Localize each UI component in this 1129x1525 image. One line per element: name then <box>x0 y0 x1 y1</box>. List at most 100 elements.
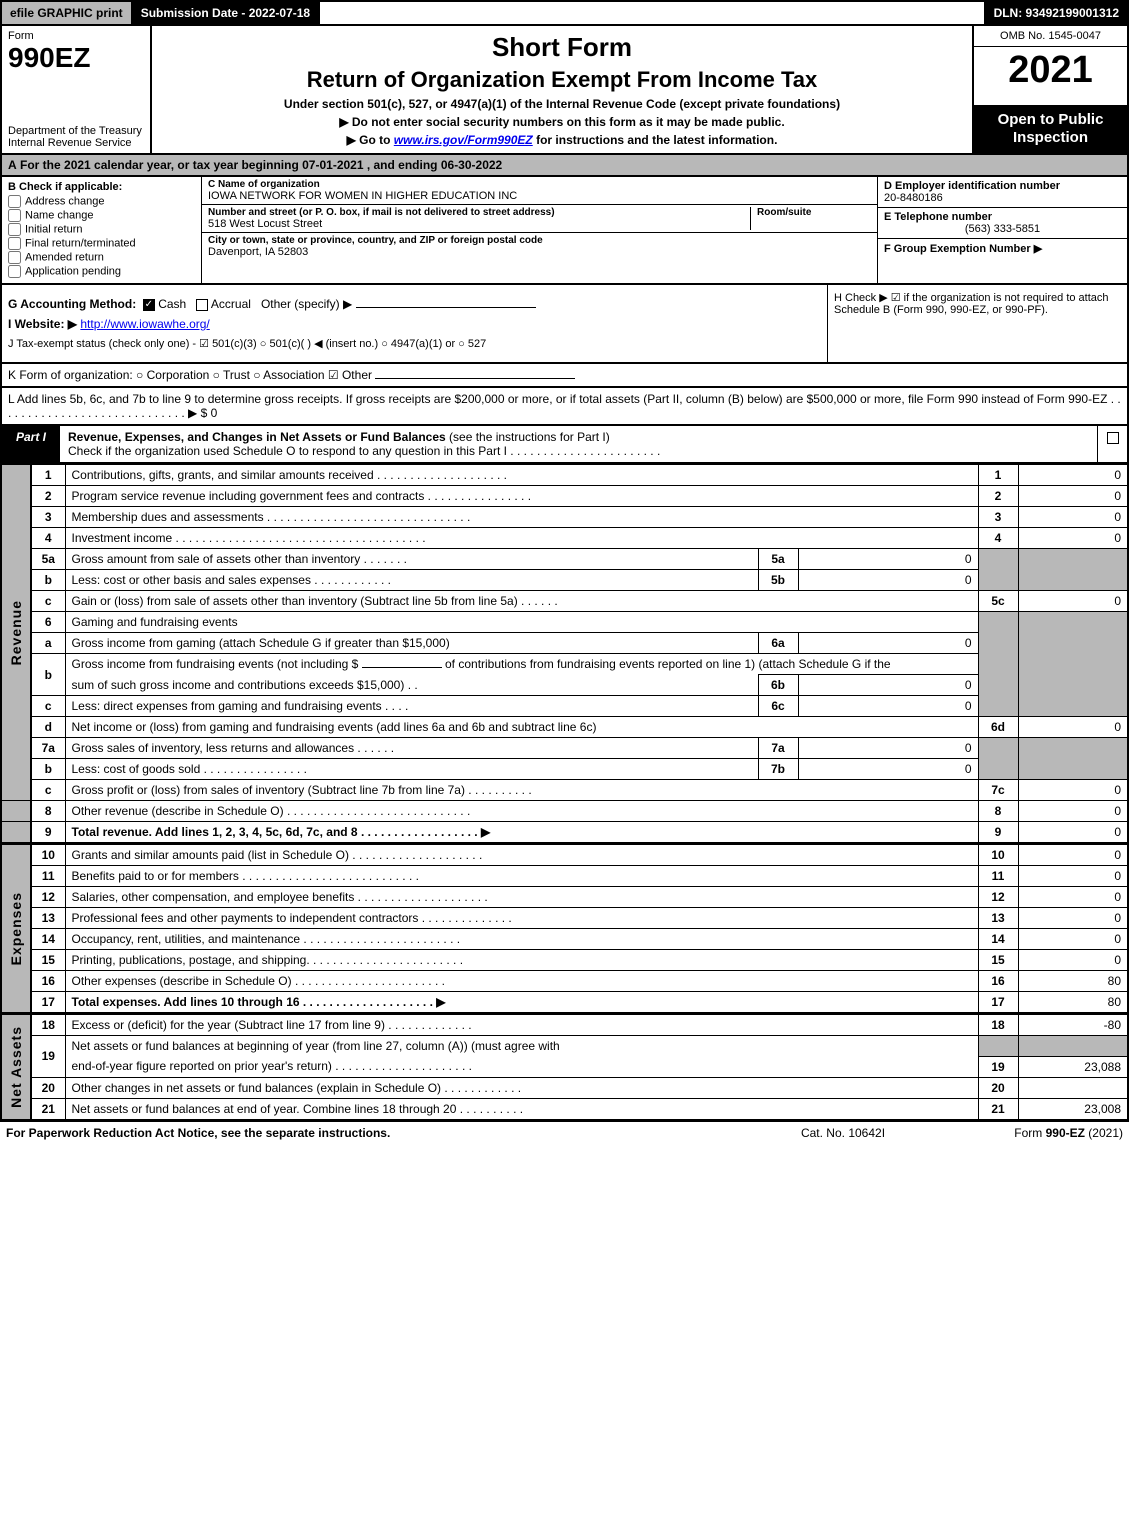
line-desc: Investment income . . . . . . . . . . . … <box>65 528 978 549</box>
cb-amended-return[interactable]: Amended return <box>8 251 195 264</box>
l6b-blank[interactable] <box>362 667 442 668</box>
cb-address-change[interactable]: Address change <box>8 195 195 208</box>
form-word: Form <box>8 30 144 42</box>
cb-initial-return[interactable]: Initial return <box>8 223 195 236</box>
sidebar-netassets: Net Assets <box>1 1015 31 1120</box>
section-k: K Form of organization: ○ Corporation ○ … <box>0 364 1129 388</box>
checkbox-initial-return[interactable] <box>8 223 21 236</box>
line-label: 15 <box>978 950 1018 971</box>
line-label: 5c <box>978 591 1018 612</box>
checkbox-name-change[interactable] <box>8 209 21 222</box>
line-no: c <box>31 780 65 801</box>
line-desc: Other revenue (describe in Schedule O) .… <box>65 801 978 822</box>
line-val: 0 <box>1018 528 1128 549</box>
part1-label: Part I <box>2 426 60 462</box>
line-label: 10 <box>978 845 1018 866</box>
line-desc: Contributions, gifts, grants, and simila… <box>65 465 978 486</box>
shade-cell <box>1018 612 1128 717</box>
sub-label: 5a <box>758 549 798 570</box>
line-desc: Program service revenue including govern… <box>65 486 978 507</box>
street: 518 West Locust Street <box>208 218 744 230</box>
line-desc: Gaming and fundraising events <box>65 612 978 633</box>
sidebar-blank <box>1 801 31 822</box>
line-no: 17 <box>31 992 65 1014</box>
line-val: 0 <box>1018 486 1128 507</box>
line-label: 20 <box>978 1077 1018 1098</box>
part1-title-bold: Revenue, Expenses, and Changes in Net As… <box>68 430 446 444</box>
cb-final-return[interactable]: Final return/terminated <box>8 237 195 250</box>
sub-val: 0 <box>798 738 978 759</box>
checkbox-application-pending[interactable] <box>8 265 21 278</box>
line-desc: Less: cost or other basis and sales expe… <box>65 570 758 591</box>
checkbox-cash[interactable]: ✓ <box>143 299 155 311</box>
sidebar-expenses: Expenses <box>1 845 31 1014</box>
line-desc: Membership dues and assessments . . . . … <box>65 507 978 528</box>
irs-link[interactable]: www.irs.gov/Form990EZ <box>394 133 533 147</box>
line-val: 23,088 <box>1018 1056 1128 1077</box>
section-b: B Check if applicable: Address change Na… <box>2 177 202 283</box>
shade-cell <box>1018 549 1128 591</box>
line-label: 16 <box>978 971 1018 992</box>
line-no: 3 <box>31 507 65 528</box>
checkbox-schedule-o[interactable] <box>1107 432 1119 444</box>
checkbox-amended-return[interactable] <box>8 251 21 264</box>
section-i: I Website: ▶ http://www.iowawhe.org/ <box>8 317 821 331</box>
line-val: 0 <box>1018 591 1128 612</box>
line-no: 5a <box>31 549 65 570</box>
netassets-table: Net Assets 18 Excess or (deficit) for th… <box>0 1014 1129 1121</box>
checkbox-address-change[interactable] <box>8 195 21 208</box>
line-desc: Gross amount from sale of assets other t… <box>65 549 758 570</box>
part1-title-rest: (see the instructions for Part I) <box>446 430 610 444</box>
line-no: 21 <box>31 1098 65 1120</box>
omb-number: OMB No. 1545-0047 <box>974 26 1127 47</box>
website-link[interactable]: http://www.iowawhe.org/ <box>80 317 209 331</box>
line-label: 11 <box>978 866 1018 887</box>
instr2-post: for instructions and the latest informat… <box>533 133 778 147</box>
shade-cell <box>978 612 1018 717</box>
group-label: F Group Exemption Number ▶ <box>884 243 1042 255</box>
shade-cell <box>1018 1036 1128 1057</box>
footer-form-pre: Form <box>1014 1126 1045 1140</box>
line-no: 14 <box>31 929 65 950</box>
sub-label: 7a <box>758 738 798 759</box>
cb-application-pending[interactable]: Application pending <box>8 265 195 278</box>
footer-form-bold: 990-EZ <box>1046 1126 1085 1140</box>
l6b-desc1: Gross income from fundraising events (no… <box>72 657 359 671</box>
l9-desc: Total revenue. Add lines 1, 2, 3, 4, 5c,… <box>72 825 491 839</box>
efile-print-button[interactable]: efile GRAPHIC print <box>2 2 131 24</box>
line-no: 19 <box>31 1036 65 1078</box>
g-label: G Accounting Method: <box>8 297 136 311</box>
line-no: 6 <box>31 612 65 633</box>
g-other-blank[interactable] <box>356 307 536 308</box>
part1-checkbox[interactable] <box>1097 426 1127 462</box>
line-no: 11 <box>31 866 65 887</box>
checkbox-final-return[interactable] <box>8 237 21 250</box>
line-desc: Other expenses (describe in Schedule O) … <box>65 971 978 992</box>
line-desc: Grants and similar amounts paid (list in… <box>65 845 978 866</box>
line-desc: Less: cost of goods sold . . . . . . . .… <box>65 759 758 780</box>
part1-title: Revenue, Expenses, and Changes in Net As… <box>60 426 1097 462</box>
room-label: Room/suite <box>757 207 871 218</box>
k-other-blank[interactable] <box>375 378 575 379</box>
l-text: L Add lines 5b, 6c, and 7b to line 9 to … <box>8 392 1121 420</box>
checkbox-accrual[interactable] <box>196 299 208 311</box>
line-label: 18 <box>978 1015 1018 1036</box>
footer-right: Form 990-EZ (2021) <box>943 1126 1123 1140</box>
sub-val: 0 <box>798 633 978 654</box>
org-street-row: Number and street (or P. O. box, if mail… <box>202 205 877 233</box>
line-val: 0 <box>1018 717 1128 738</box>
line-no: 18 <box>31 1015 65 1036</box>
section-ghij-left: G Accounting Method: ✓ Cash Accrual Othe… <box>2 285 827 362</box>
form-header-center: Short Form Return of Organization Exempt… <box>152 26 972 153</box>
sub-label: 7b <box>758 759 798 780</box>
sub-label: 6c <box>758 696 798 717</box>
line-no: 16 <box>31 971 65 992</box>
footer-cat: Cat. No. 10642I <box>743 1126 943 1140</box>
shade-cell <box>1018 738 1128 780</box>
line-desc: end-of-year figure reported on prior yea… <box>65 1056 978 1077</box>
line-desc: Other changes in net assets or fund bala… <box>65 1077 978 1098</box>
line-val: 0 <box>1018 908 1128 929</box>
cb-name-change[interactable]: Name change <box>8 209 195 222</box>
instr2-pre: ▶ Go to <box>347 133 394 147</box>
shade-cell <box>978 549 1018 591</box>
